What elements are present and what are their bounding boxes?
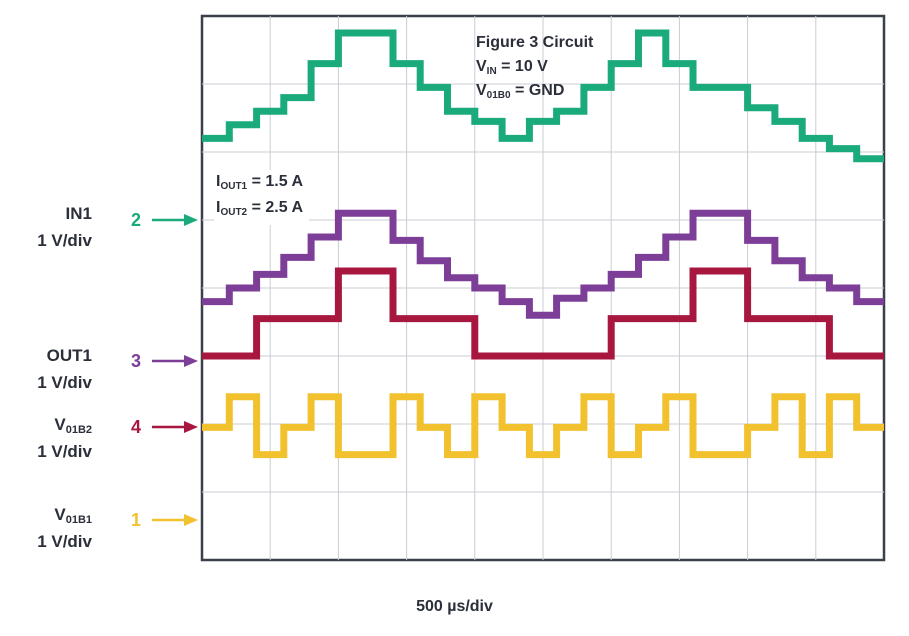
- circuit-label: Figure 3 Circuit: [476, 34, 594, 51]
- trace-edge-out1: [202, 212, 884, 316]
- iout1-label: IOUT1 = 1.5 A: [214, 170, 310, 199]
- traces: [202, 29, 884, 459]
- v01b0-label: V01B0 = GND: [476, 82, 565, 101]
- trace-edge-in1: [202, 32, 884, 160]
- vin-label: VIN = 10 V: [476, 58, 548, 77]
- channel-arrowhead-4: [184, 421, 198, 433]
- channel-number-3: 3: [131, 351, 142, 371]
- channel-arrowhead-3: [184, 355, 198, 367]
- grid: [202, 16, 884, 560]
- channel-number-4: 4: [131, 417, 142, 437]
- channel-arrowhead-2: [184, 214, 198, 226]
- trace-edge-v01b2: [202, 270, 884, 357]
- trace-edge-v01b1: [202, 396, 884, 456]
- channel-label-v01b2: V01B2 1 V/div: [37, 415, 92, 461]
- channel-label-v01b1: V01B1 1 V/div: [37, 505, 92, 551]
- channel-label-out1: OUT1 1 V/div: [37, 346, 92, 392]
- channel-label-in1: IN1 1 V/div: [37, 204, 92, 250]
- channel-arrows: [152, 214, 198, 526]
- channel-number-1: 1: [131, 510, 142, 530]
- timebase-label: 500 µs/div: [416, 598, 493, 615]
- channel-arrowhead-1: [184, 514, 198, 526]
- channel-number-2: 2: [131, 210, 142, 230]
- iout2-label: IOUT2 = 2.5 A: [214, 196, 310, 225]
